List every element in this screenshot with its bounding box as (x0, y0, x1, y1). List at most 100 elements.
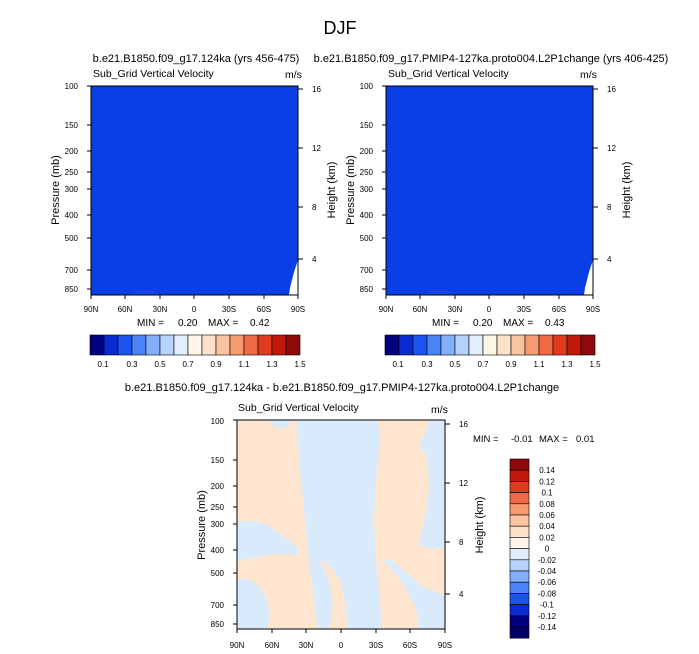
colorbar-swatch (509, 469, 530, 482)
panel-title: b.e21.B1850.f09_g17.PMIP4-127ka.proto004… (314, 53, 669, 65)
max-label: MAX = (208, 318, 238, 329)
y-tick-label: 150 (211, 456, 225, 465)
colorbar-swatch (426, 334, 442, 356)
x-tick-label: 60N (118, 305, 133, 314)
min-label: MIN = (432, 318, 459, 329)
y-tick-label: 850 (360, 285, 374, 294)
colorbar-swatch (229, 334, 245, 356)
x-tick-label: 0 (339, 641, 344, 650)
units-label: m/s (285, 69, 302, 81)
y-tick-label: 100 (65, 82, 79, 91)
y-tick-label: 500 (211, 569, 225, 578)
colorbar-swatch (89, 334, 105, 356)
colorbar: 0.14 0.12 0.1 0.08 0.06 0.04 0.02 0 -0.02 -0.04 -0… (509, 458, 557, 639)
x-tick-marks (385, 295, 594, 299)
units-label: m/s (580, 69, 597, 81)
y-right-tick-label: 8 (312, 203, 317, 212)
y-right-tick-marks (445, 423, 450, 595)
colorbar-swatch (509, 492, 530, 505)
colorbar-tick-label: 0.04 (539, 522, 555, 531)
min-value: -0.01 (511, 434, 533, 445)
x-ticks: 90N 60N 30N 0 30S 60S 90S (379, 295, 600, 314)
y-tick-label: 200 (360, 147, 374, 156)
units-label: m/s (431, 404, 448, 416)
colorbar-swatch (215, 334, 231, 356)
x-tick-marks (90, 295, 299, 299)
y-right-tick-label: 4 (312, 255, 317, 264)
y-ticks-right: 16 12 8 4 (445, 420, 468, 599)
colorbar-swatch (552, 334, 568, 356)
colorbar-tick-label: 1.5 (294, 360, 306, 369)
colorbar-swatch (159, 334, 175, 356)
colorbar-swatch (496, 334, 512, 356)
colorbar-swatch (509, 481, 530, 493)
x-tick-label: 0 (192, 305, 197, 314)
x-tick-label: 90S (586, 305, 600, 314)
y-tick-marks (233, 419, 237, 625)
y-tick-label: 400 (360, 211, 374, 220)
colorbar-tick-label: 0.12 (539, 477, 555, 486)
colorbar-tick-label: -0.02 (538, 556, 557, 565)
y-tick-label: 300 (65, 185, 79, 194)
colorbar: 0.1 0.3 0.5 0.7 0.9 1.1 1.3 1.5 (89, 334, 306, 369)
y-right-tick-label: 12 (607, 144, 616, 153)
colorbar-tick-label: 0.9 (505, 360, 517, 369)
y-right-tick-label: 8 (459, 538, 464, 547)
colorbar-tick-label: 0.1 (97, 360, 109, 369)
colorbar-swatch (524, 334, 540, 356)
ylabel-right: Height (km) (621, 162, 633, 219)
y-tick-label: 200 (211, 482, 225, 491)
field-positive-patch (318, 560, 348, 629)
field-negative-left-band (237, 520, 300, 562)
x-tick-label: 30N (299, 641, 314, 650)
y-right-tick-label: 16 (312, 85, 321, 94)
max-value: 0.01 (576, 434, 595, 445)
colorbar-tick-label: 1.3 (561, 360, 573, 369)
field-fill (91, 86, 298, 295)
colorbar-tick-label: -0.1 (540, 601, 554, 610)
max-value: 0.42 (250, 318, 270, 329)
x-tick-label: 30S (517, 305, 531, 314)
colorbar-swatch (243, 334, 259, 356)
panel-difference: b.e21.B1850.f09_g17.124ka - b.e21.B1850.… (125, 382, 595, 650)
colorbar-swatch (509, 525, 530, 538)
colorbar-swatch (131, 334, 147, 356)
colorbar-swatch (509, 581, 530, 594)
x-tick-label: 30S (369, 641, 383, 650)
y-ticks-right: 16 12 8 4 (593, 85, 616, 264)
y-right-tick-label: 16 (607, 85, 616, 94)
x-tick-label: 60S (552, 305, 566, 314)
colorbar-swatch (509, 514, 530, 527)
colorbar-swatch (145, 334, 161, 356)
colorbar-swatch (510, 334, 526, 356)
x-ticks: 90N 60N 30N 0 30S 60S 90S (84, 295, 305, 314)
colorbar-swatch (440, 334, 456, 356)
colorbar-swatch (509, 548, 530, 561)
y-right-tick-marks (298, 88, 303, 260)
x-tick-label: 60S (403, 641, 417, 650)
ylabel-left: Pressure (mb) (345, 155, 357, 225)
colorbar-swatch (468, 334, 484, 356)
x-tick-label: 30N (153, 305, 168, 314)
colorbar-swatch (509, 503, 530, 516)
colorbar-swatch (482, 334, 498, 356)
y-right-tick-label: 12 (312, 144, 321, 153)
x-tick-label: 90S (438, 641, 452, 650)
colorbar-tick-label: 0.02 (539, 533, 555, 542)
colorbar-swatch (201, 334, 217, 356)
colorbar-tick-label: 0.3 (126, 360, 138, 369)
y-tick-label: 850 (65, 285, 79, 294)
y-right-tick-label: 12 (459, 479, 468, 488)
colorbar-tick-label: 1.1 (533, 360, 545, 369)
colorbar-tick-label: 0.3 (421, 360, 433, 369)
field-negative-right-band (418, 420, 445, 549)
y-tick-label: 500 (360, 234, 374, 243)
min-value: 0.20 (178, 318, 198, 329)
difference-field (237, 420, 445, 629)
colorbar-tick-label: 0.5 (449, 360, 461, 369)
min-label: MIN = (137, 318, 164, 329)
ylabel-left: Pressure (mb) (50, 155, 62, 225)
max-label: MAX = (539, 434, 568, 445)
x-tick-label: 30S (222, 305, 236, 314)
panel-top-left: b.e21.B1850.f09_g17.124ka (yrs 456-475) … (50, 53, 338, 369)
